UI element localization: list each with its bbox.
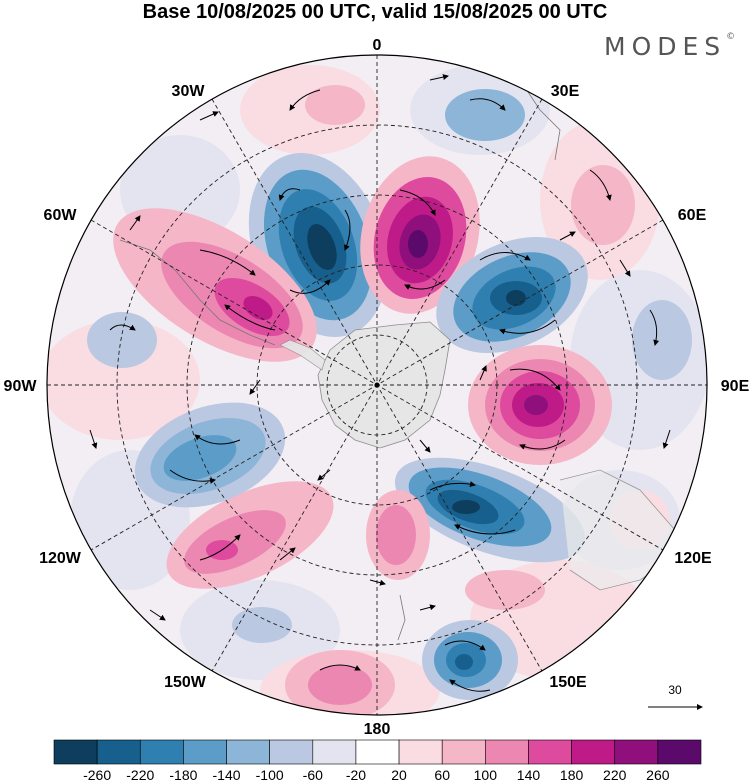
colorbar-swatch xyxy=(312,739,357,765)
negative-anomaly-cell xyxy=(87,312,157,368)
colorbar-swatch xyxy=(269,739,314,765)
copyright-mark: © xyxy=(726,32,736,42)
colorbar-swatch xyxy=(657,739,702,765)
reference-vector-label: 30 xyxy=(668,683,682,697)
new-zealand-coast xyxy=(397,594,406,641)
chart-title: Base 10/08/2025 00 UTC, valid 15/08/2025… xyxy=(142,1,608,23)
negative-anomaly-cell xyxy=(422,620,518,700)
positive-anomaly-cell xyxy=(285,650,395,715)
lon-label-150w: 150W xyxy=(164,674,207,691)
lon-label-0: 0 xyxy=(373,37,382,54)
anomaly-field xyxy=(47,55,707,715)
colorbar-tick-label: 100 xyxy=(474,767,498,783)
colorbar-tick-label: 260 xyxy=(646,767,670,783)
lon-label-60e: 60E xyxy=(678,207,707,224)
colorbar-swatch xyxy=(96,739,141,765)
colorbar-tick-label: -180 xyxy=(169,767,197,783)
lon-label-180: 180 xyxy=(364,721,391,738)
colorbar-swatch xyxy=(441,739,486,765)
colorbar-swatch xyxy=(528,739,572,765)
colorbar-tick-label: 220 xyxy=(603,767,627,783)
colorbar-tick-label: 180 xyxy=(560,767,584,783)
colorbar-tick-label: 140 xyxy=(517,767,541,783)
brand-name: MODES xyxy=(604,32,727,61)
colorbar-swatch xyxy=(226,739,270,765)
modes-logo: MODES© xyxy=(604,32,735,61)
colorbar-tick-label: -140 xyxy=(213,767,241,783)
south-pole-marker xyxy=(374,382,380,388)
reference-vector: 30 xyxy=(648,683,703,710)
positive-anomaly-cell xyxy=(468,345,612,465)
lon-label-90w: 90W xyxy=(4,378,38,395)
positive-anomaly-cell xyxy=(360,156,480,314)
colorbar-tick-label: 60 xyxy=(434,767,450,783)
positive-anomaly-cell xyxy=(366,490,430,580)
colorbar-tick-label: 20 xyxy=(391,767,407,783)
colorbar-swatch xyxy=(183,739,227,765)
lon-label-60w: 60W xyxy=(44,207,78,224)
positive-anomaly-cell xyxy=(305,85,365,125)
lon-label-120w: 120W xyxy=(39,550,82,567)
colorbar-tick-label: -20 xyxy=(346,767,366,783)
wind-vectors xyxy=(89,74,671,692)
positive-anomaly-cell xyxy=(465,570,545,610)
negative-anomaly-cell xyxy=(632,300,692,380)
negative-anomaly-cell xyxy=(445,89,525,141)
colorbar-tick-label: -60 xyxy=(303,767,323,783)
lon-label-30w: 30W xyxy=(172,83,206,100)
africa-coast xyxy=(519,79,561,161)
colorbar-swatch xyxy=(398,739,443,765)
colorbar-tick-label: -220 xyxy=(126,767,154,783)
negative-anomaly-cell xyxy=(134,402,286,508)
antarctic-peninsula xyxy=(279,339,326,371)
colorbar-tick-label: -100 xyxy=(256,767,284,783)
lon-label-30e: 30E xyxy=(551,83,580,100)
positive-anomaly-cell xyxy=(571,165,635,245)
colorbar: -260 -220 -180 -140 -100 -60 -20 20 60 100 140 180 2… xyxy=(53,739,702,783)
south-america-coast xyxy=(119,239,276,346)
colorbar-swatch xyxy=(614,739,659,765)
lon-label-150e: 150E xyxy=(549,674,587,691)
colorbar-swatch xyxy=(355,739,400,765)
negative-anomaly-cell xyxy=(394,457,586,563)
negative-anomaly-cell xyxy=(232,607,292,643)
colorbar-swatch xyxy=(485,739,529,765)
lon-label-120e: 120E xyxy=(674,550,712,567)
lon-label-90e: 90E xyxy=(721,378,750,395)
colorbar-swatch xyxy=(139,739,184,765)
anomaly-patch xyxy=(47,320,200,440)
colorbar-swatch xyxy=(53,739,98,765)
colorbar-swatch xyxy=(571,739,616,765)
map-boundary xyxy=(46,54,708,716)
colorbar-tick-label: -260 xyxy=(83,767,111,783)
